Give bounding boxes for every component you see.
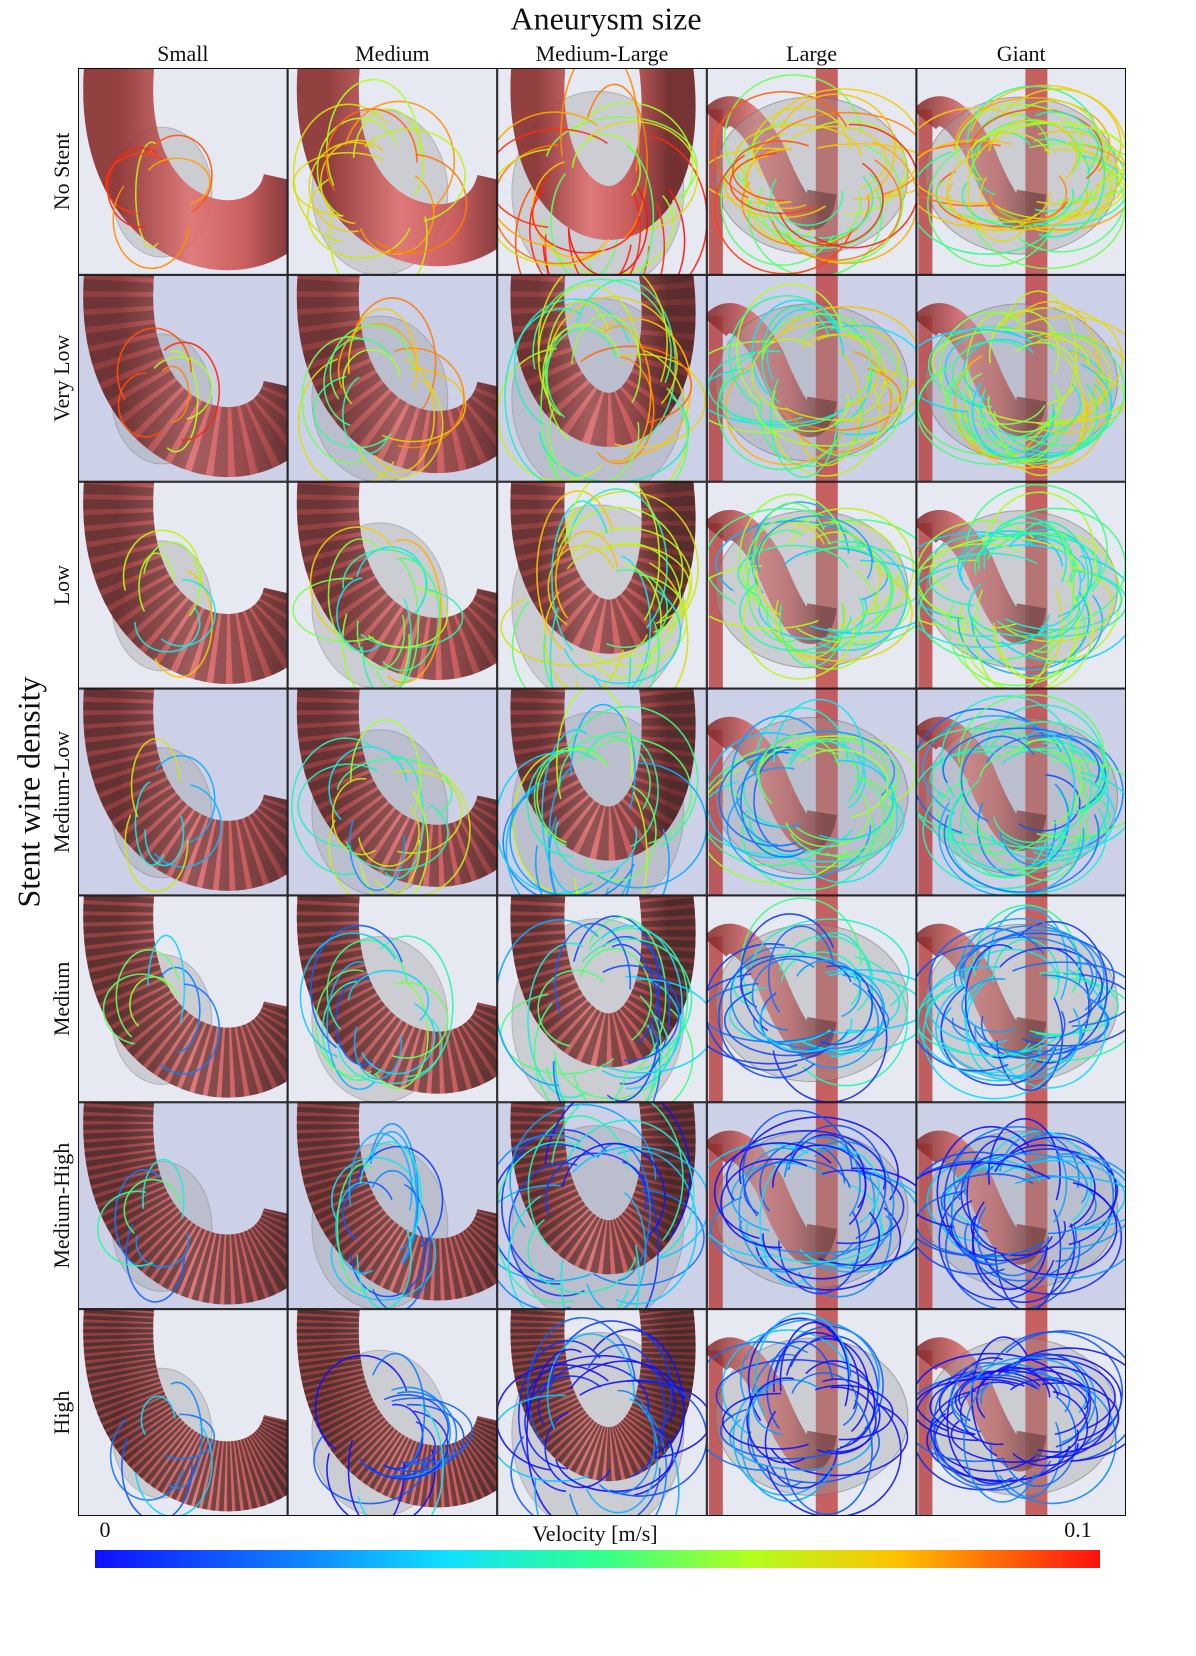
- panel: [904, 1309, 1148, 1516]
- row-label: Very Low: [49, 334, 74, 421]
- panel: [78, 58, 298, 275]
- row-label: Medium: [49, 962, 74, 1037]
- panel: [78, 472, 298, 689]
- panel: [288, 265, 508, 487]
- panel: [904, 689, 1140, 897]
- column-label: Giant: [997, 41, 1046, 66]
- colorbar-max: 0.1: [1064, 1517, 1092, 1542]
- panel: [698, 689, 916, 896]
- row-label: No Stent: [49, 133, 74, 211]
- panel: [288, 58, 508, 302]
- panel: [78, 679, 298, 896]
- panel-grid: [78, 47, 1148, 1580]
- panel: [686, 1309, 916, 1517]
- panel: [894, 482, 1135, 696]
- panel: [288, 1299, 508, 1539]
- colorbar-label: Velocity [m/s]: [532, 1521, 657, 1546]
- colorbar: [95, 1550, 1100, 1568]
- row-label: Medium-High: [49, 1143, 74, 1269]
- column-label: Medium-Large: [536, 41, 669, 66]
- colorbar-min: 0: [100, 1517, 111, 1542]
- panel: [701, 68, 937, 277]
- row-axis-label: Stent wire density: [10, 676, 46, 907]
- panel: [288, 679, 508, 907]
- panel: [907, 895, 1138, 1102]
- panel: [78, 1299, 298, 1521]
- panel: [78, 1092, 298, 1309]
- panel: [288, 1092, 508, 1311]
- panel: [900, 68, 1139, 275]
- panel: [496, 885, 716, 1140]
- column-label: Large: [786, 41, 837, 66]
- panel: [684, 275, 929, 482]
- row-label: Low: [49, 565, 74, 605]
- panel: [288, 885, 508, 1102]
- column-label: Small: [157, 41, 208, 66]
- panel: [497, 256, 707, 511]
- panel: [78, 265, 298, 482]
- figure: Aneurysm size Stent wire density 0 Veloc…: [0, 0, 1196, 1656]
- figure-title: Aneurysm size: [510, 0, 701, 36]
- row-label: High: [49, 1391, 74, 1435]
- panel: [691, 895, 934, 1102]
- panel: [903, 275, 1144, 482]
- row-label: Medium-Low: [49, 731, 74, 853]
- column-label: Medium: [355, 41, 430, 66]
- panel: [900, 1102, 1146, 1311]
- panel: [78, 885, 298, 1102]
- panel: [694, 1102, 933, 1309]
- panel: [694, 482, 938, 689]
- panel: [288, 472, 508, 700]
